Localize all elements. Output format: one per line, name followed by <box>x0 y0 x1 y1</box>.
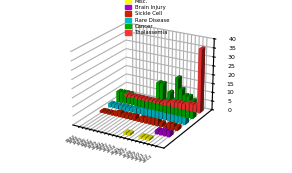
Legend: Misc., Brain Injury, Sickle Cell, Rare Disease, Cancer, Thalassemia: Misc., Brain Injury, Sickle Cell, Rare D… <box>125 0 170 36</box>
